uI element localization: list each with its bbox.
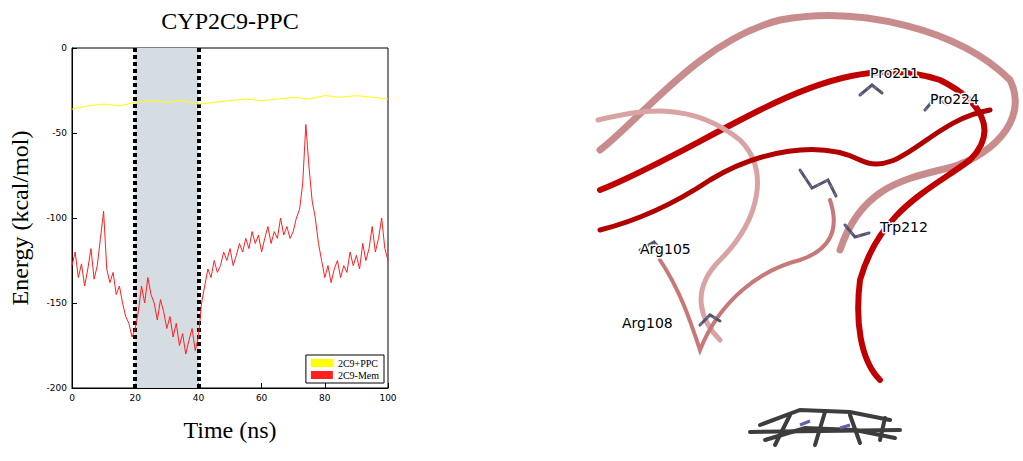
svg-text:40: 40	[193, 393, 205, 403]
svg-text:CYP2C9-PPC: CYP2C9-PPC	[161, 8, 298, 34]
svg-text:Arg108: Arg108	[622, 315, 673, 331]
svg-text:60: 60	[256, 393, 268, 403]
svg-text:Time (ns): Time (ns)	[183, 417, 276, 443]
svg-text:0: 0	[69, 393, 75, 403]
svg-text:100: 100	[379, 393, 396, 403]
svg-text:Pro224: Pro224	[930, 91, 979, 107]
svg-text:-50: -50	[52, 128, 67, 138]
svg-text:2C9+PPC: 2C9+PPC	[338, 358, 378, 369]
svg-text:80: 80	[319, 393, 331, 403]
svg-text:Trp212: Trp212	[879, 219, 928, 235]
svg-text:Pro211: Pro211	[870, 65, 919, 81]
svg-text:Energy (kcal/mol): Energy (kcal/mol)	[7, 131, 33, 306]
svg-text:Arg105: Arg105	[640, 241, 691, 257]
svg-text:-150: -150	[47, 298, 68, 308]
svg-text:-200: -200	[47, 383, 68, 393]
svg-text:2C9-Mem: 2C9-Mem	[338, 370, 379, 381]
svg-text:0: 0	[61, 43, 67, 53]
svg-text:20: 20	[129, 393, 141, 403]
svg-text:-100: -100	[47, 213, 68, 223]
